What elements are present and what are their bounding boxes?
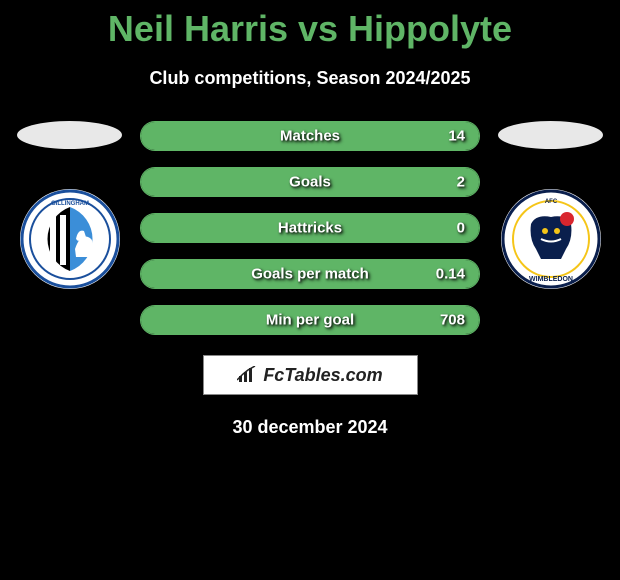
left-player-column: GILLINGHAM (17, 121, 122, 289)
stats-column: Matches 14 Goals 2 Hattricks 0 Goals per… (140, 121, 480, 335)
stat-bar-hattricks: Hattricks 0 (140, 213, 480, 243)
stat-bar-goals: Goals 2 (140, 167, 480, 197)
brand-box: FcTables.com (203, 355, 418, 395)
right-club-badge: WIMBLEDON AFC (501, 189, 601, 289)
svg-text:WIMBLEDON: WIMBLEDON (529, 276, 573, 283)
stat-label: Min per goal (266, 312, 354, 329)
wimbledon-badge-icon: WIMBLEDON AFC (501, 189, 601, 289)
stat-bar-matches: Matches 14 (140, 121, 480, 151)
stat-label: Matches (280, 128, 340, 145)
stat-label: Hattricks (278, 220, 342, 237)
stat-bar-goals-per-match: Goals per match 0.14 (140, 259, 480, 289)
brand-text: FcTables.com (263, 365, 382, 386)
stat-label: Goals per match (251, 266, 369, 283)
right-player-photo (498, 121, 603, 149)
chart-icon (237, 366, 259, 384)
svg-text:AFC: AFC (544, 199, 557, 205)
stat-value: 0 (457, 220, 465, 237)
stat-bar-min-per-goal: Min per goal 708 (140, 305, 480, 335)
stat-value: 2 (457, 174, 465, 191)
gillingham-badge-icon: GILLINGHAM (20, 189, 120, 289)
right-player-column: WIMBLEDON AFC (498, 121, 603, 289)
date-text: 30 december 2024 (0, 417, 620, 438)
stat-value: 708 (440, 312, 465, 329)
left-player-photo (17, 121, 122, 149)
svg-text:GILLINGHAM: GILLINGHAM (51, 201, 89, 207)
subtitle: Club competitions, Season 2024/2025 (0, 68, 620, 89)
stat-label: Goals (289, 174, 331, 191)
stat-value: 0.14 (436, 266, 465, 283)
page-title: Neil Harris vs Hippolyte (0, 8, 620, 50)
comparison-panel: GILLINGHAM Matches 14 Goals 2 Hattricks … (0, 121, 620, 335)
stat-value: 14 (448, 128, 465, 145)
left-club-badge: GILLINGHAM (20, 189, 120, 289)
